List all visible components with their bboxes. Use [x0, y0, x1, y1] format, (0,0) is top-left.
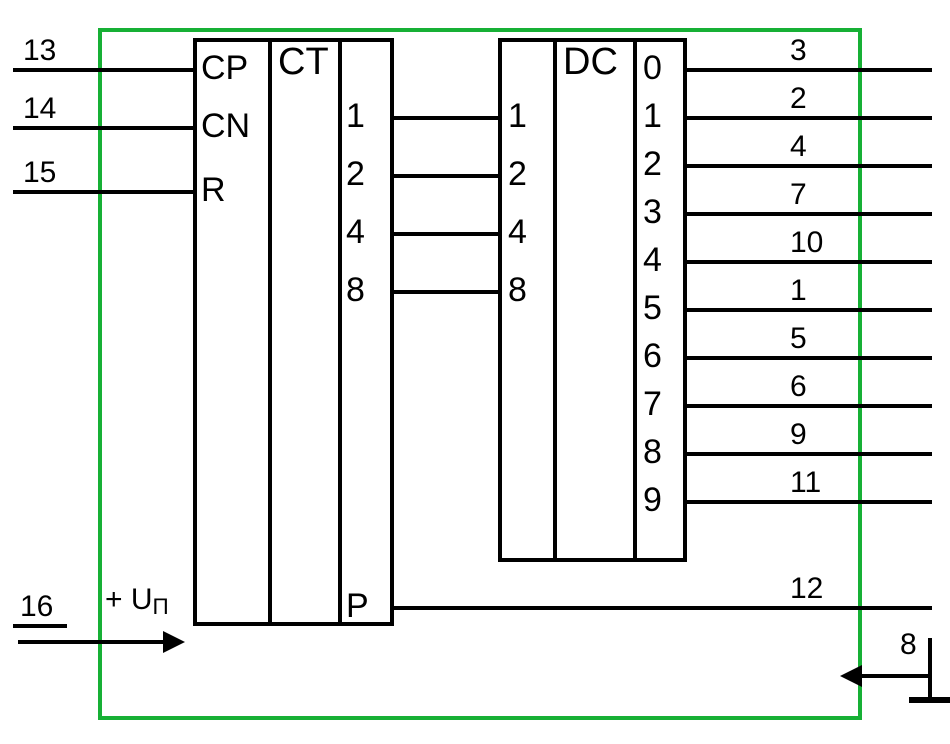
- dc-in-1: 1: [508, 97, 527, 135]
- dc-out-7: 7: [643, 385, 662, 423]
- pin-8-ground-num: 8: [900, 628, 917, 661]
- dc-in-8: 8: [508, 271, 527, 309]
- dc-out-2: 2: [643, 145, 662, 183]
- R: R: [201, 171, 226, 209]
- dc-out-5: 5: [643, 289, 662, 327]
- pin-3-label: 3: [790, 34, 807, 67]
- pin-13-label: 13: [23, 34, 56, 67]
- pin-6-label: 6: [790, 370, 807, 403]
- pin-16-power-num: 16: [20, 590, 53, 623]
- pin-8-ground-arrow: [840, 665, 930, 687]
- pin-4-label: 4: [790, 130, 807, 163]
- dc-out-1: 1: [643, 97, 662, 135]
- dc-out-3: 3: [643, 193, 662, 231]
- ct-out-2: 2: [346, 155, 365, 193]
- power-label: + UП: [105, 583, 169, 619]
- ct-out-P: P: [346, 587, 369, 625]
- pin-10-label: 10: [790, 226, 823, 259]
- pin-1-label: 1: [790, 274, 807, 307]
- pin-5-label: 5: [790, 322, 807, 355]
- dc-in-4: 4: [508, 213, 527, 251]
- pin-2-label: 2: [790, 82, 807, 115]
- ct-header: CT: [278, 41, 329, 83]
- pin-12-carry-label: 12: [790, 572, 823, 605]
- dc-header: DC: [563, 41, 618, 83]
- ct-out-1: 1: [346, 97, 365, 135]
- dc-out-0: 0: [643, 49, 662, 87]
- pin-9-label: 9: [790, 418, 807, 451]
- pin-11-label: 11: [790, 466, 821, 499]
- ct-out-4: 4: [346, 213, 365, 251]
- ct-out-8: 8: [346, 271, 365, 309]
- dc-out-8: 8: [643, 433, 662, 471]
- pin-14-label: 14: [23, 92, 56, 125]
- dc-out-4: 4: [643, 241, 662, 279]
- pin-7-label: 7: [790, 178, 807, 211]
- pin-16-power-arrow: [20, 631, 185, 653]
- dc-out-9: 9: [643, 481, 662, 519]
- CP: CP: [201, 49, 248, 87]
- dc-out-6: 6: [643, 337, 662, 375]
- dc-in-2: 2: [508, 155, 527, 193]
- CN: CN: [201, 107, 250, 145]
- pin-15-label: 15: [23, 156, 56, 189]
